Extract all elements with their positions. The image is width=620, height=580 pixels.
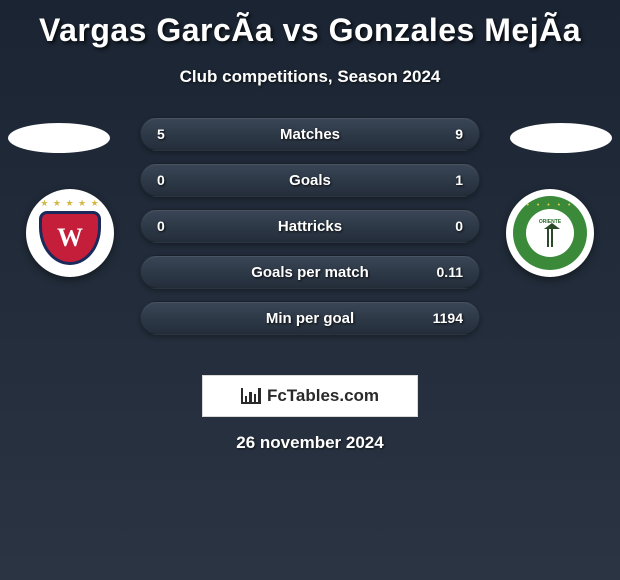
stat-label: Min per goal	[266, 310, 354, 327]
source-logo-text: FcTables.com	[267, 386, 379, 406]
sun-dots-icon: • • • • •	[513, 202, 587, 209]
player-ellipse-right	[510, 123, 612, 153]
date-text: 26 november 2024	[0, 433, 620, 453]
stat-row: 5 Matches 9	[140, 117, 480, 151]
page-title: Vargas GarcÃ­a vs Gonzales MejÃ­a	[0, 0, 620, 49]
team-left-letter: W	[57, 223, 83, 253]
stars-icon: ★ ★ ★ ★ ★	[35, 198, 105, 209]
stat-left-value: 0	[157, 172, 165, 188]
stat-left-value: 0	[157, 218, 165, 234]
stat-row: Goals per match 0.11	[140, 255, 480, 289]
stat-right-value: 1	[455, 172, 463, 188]
stat-right-value: 0.11	[437, 264, 463, 280]
stat-label: Goals per match	[251, 264, 369, 281]
stat-pills: 5 Matches 9 0 Goals 1 0 Hattricks 0 Goal…	[140, 117, 480, 347]
stat-right-value: 9	[455, 126, 463, 142]
stat-label: Hattricks	[278, 218, 342, 235]
team-badge-left: ★ ★ ★ ★ ★ W	[26, 189, 114, 277]
page-subtitle: Club competitions, Season 2024	[0, 67, 620, 87]
comparison-area: ★ ★ ★ ★ ★ W • • • • • ORIENTE 5 Matches …	[0, 117, 620, 367]
stat-right-value: 1194	[433, 310, 463, 326]
stat-label: Matches	[280, 126, 340, 143]
tower-icon	[547, 227, 553, 247]
team-badge-right-inner: • • • • • ORIENTE	[513, 196, 587, 270]
stat-right-value: 0	[455, 218, 463, 234]
source-logo: FcTables.com	[202, 375, 418, 417]
stat-row: 0 Goals 1	[140, 163, 480, 197]
badge-core-icon: ORIENTE	[526, 209, 574, 257]
team-badge-right: • • • • • ORIENTE	[506, 189, 594, 277]
shield-icon: W	[39, 211, 101, 265]
team-badge-left-inner: ★ ★ ★ ★ ★ W	[35, 198, 105, 268]
stat-row: 0 Hattricks 0	[140, 209, 480, 243]
stat-label: Goals	[289, 172, 331, 189]
stat-row: Min per goal 1194	[140, 301, 480, 335]
bar-chart-icon	[241, 388, 261, 404]
player-ellipse-left	[8, 123, 110, 153]
stat-left-value: 5	[157, 126, 165, 142]
